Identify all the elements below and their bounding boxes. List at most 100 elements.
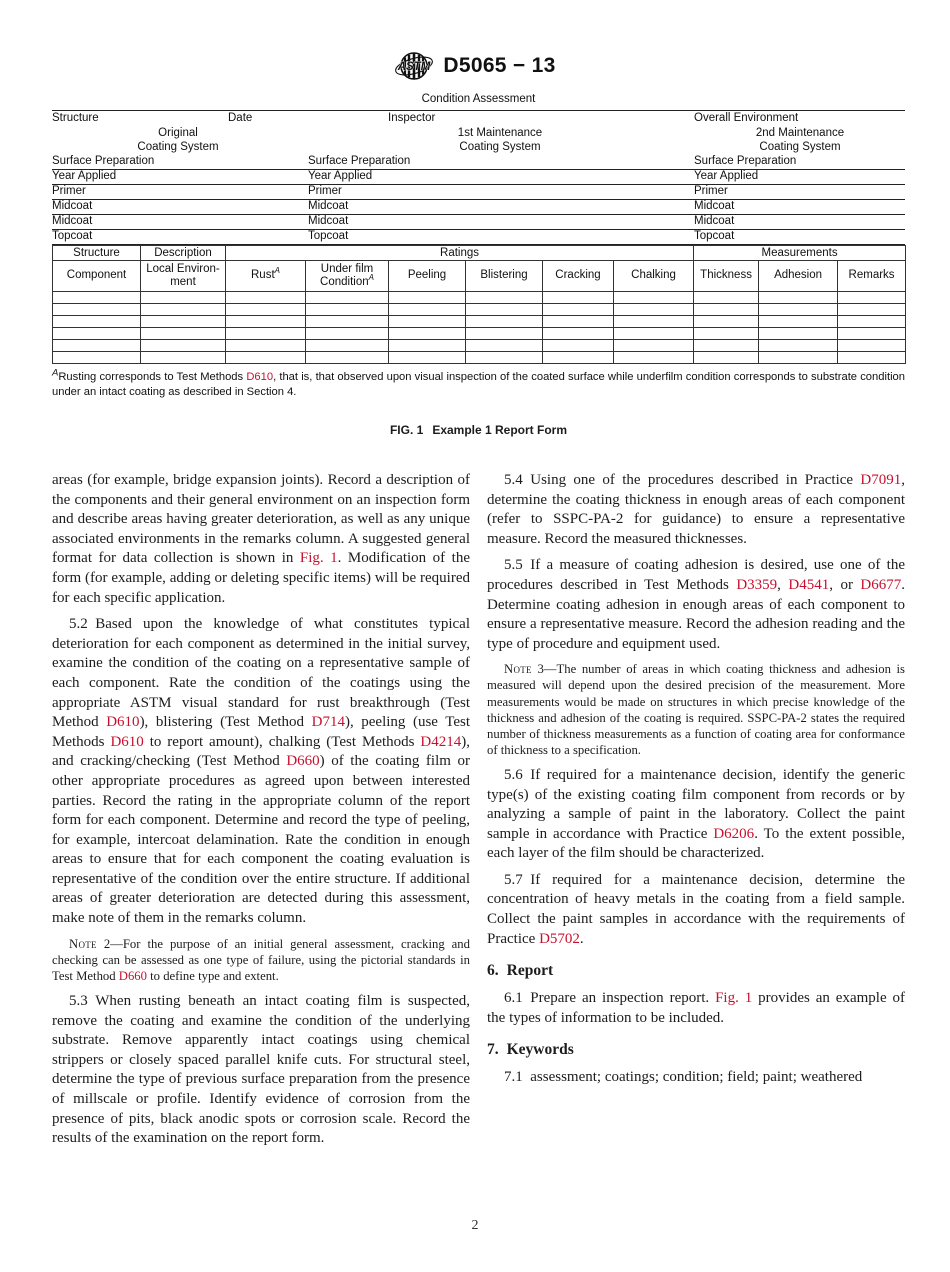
form-row bbox=[52, 315, 907, 328]
col-header-cracking: Cracking bbox=[542, 260, 614, 292]
form-cell bbox=[388, 303, 466, 316]
form-cell bbox=[140, 303, 226, 316]
ref-link[interactable]: Fig. 1 bbox=[299, 550, 338, 567]
form-cell bbox=[52, 339, 141, 352]
col-header-underfilm-condition: Under film ConditionA bbox=[305, 260, 389, 292]
form-cell bbox=[758, 339, 839, 352]
note-2: Note 2—For the purpose of an initial gen… bbox=[52, 936, 470, 983]
form-cell bbox=[837, 303, 907, 316]
table-column-header-row: Component Local Environ-ment RustA Under… bbox=[52, 260, 907, 292]
ref-link[interactable]: D3359 bbox=[736, 576, 778, 593]
coating-system-headers: Original Coating System 1st Maintenance … bbox=[52, 126, 905, 155]
form-cell bbox=[305, 303, 389, 316]
field-label-structure: Structure bbox=[52, 112, 99, 124]
col-header-chalking: Chalking bbox=[612, 260, 695, 292]
form-cell bbox=[693, 351, 760, 364]
figure-number: FIG. 1 bbox=[389, 423, 424, 437]
ref-link[interactable]: Fig. 1 bbox=[715, 990, 753, 1007]
body-paragraph-5-2: 5.2 Based upon the knowledge of what con… bbox=[52, 616, 470, 927]
system-header-1st-maintenance: 1st Maintenance Coating System bbox=[457, 127, 543, 153]
form-cell bbox=[388, 291, 466, 304]
ref-link[interactable]: D7091 bbox=[860, 472, 902, 488]
form-cell bbox=[542, 351, 614, 364]
form-row bbox=[52, 327, 907, 340]
col-header-local-environment: Local Environ-ment bbox=[140, 260, 226, 292]
section-heading-keywords: 7. Keywords bbox=[487, 1041, 574, 1059]
form-cell bbox=[225, 303, 306, 316]
col-header-peeling: Peeling bbox=[388, 260, 466, 292]
form-cell bbox=[693, 315, 760, 328]
form-cell bbox=[693, 303, 760, 316]
body-paragraph-6-1: 6.1 Prepare an inspection report. Fig. 1… bbox=[487, 990, 906, 1026]
form-cell bbox=[837, 327, 907, 340]
form-fill-row: Midcoat Midcoat Midcoat bbox=[52, 215, 905, 230]
divider bbox=[52, 110, 905, 111]
group-header-measurements: Measurements bbox=[693, 245, 907, 261]
condition-assessment-form: Condition Assessment Structure Date Insp… bbox=[52, 92, 905, 245]
form-fill-row: Year Applied Year Applied Year Applied bbox=[52, 170, 905, 185]
ref-link[interactable]: D4214 bbox=[420, 733, 462, 750]
form-fill-row: Topcoat Topcoat Topcoat bbox=[52, 230, 905, 245]
form-cell bbox=[140, 327, 226, 340]
form-cell bbox=[758, 351, 839, 364]
form-cell bbox=[305, 315, 389, 328]
body-paragraph: areas (for example, bridge expansion joi… bbox=[52, 472, 470, 606]
ref-link[interactable]: D6677 bbox=[860, 576, 902, 593]
ref-link[interactable]: D610 bbox=[106, 714, 140, 731]
form-cell bbox=[542, 315, 614, 328]
form-cell bbox=[542, 327, 614, 340]
form-cell bbox=[140, 291, 226, 304]
body-paragraph-5-6: 5.6 If required for a maintenance decisi… bbox=[487, 766, 905, 862]
form-cell bbox=[465, 351, 543, 364]
figure-title: Example 1 Report Form bbox=[432, 423, 568, 437]
ref-link[interactable]: D714 bbox=[311, 714, 345, 731]
system-header-2nd-maintenance: 2nd Maintenance Coating System bbox=[755, 127, 845, 153]
form-cell bbox=[542, 303, 614, 316]
note-3: Note 3—The number of areas in which coat… bbox=[487, 662, 905, 757]
form-row bbox=[52, 339, 907, 352]
field-label-overall-environment: Overall Environment bbox=[694, 112, 799, 124]
system-header-original: Original Coating System bbox=[137, 127, 219, 153]
body-paragraph-5-5: 5.5 If a measure of coating adhesion is … bbox=[487, 557, 906, 652]
left-column: areas (for example, bridge expansion joi… bbox=[52, 471, 470, 1156]
form-cell bbox=[225, 327, 306, 340]
col-header-thickness: Thickness bbox=[693, 260, 760, 292]
ref-link[interactable]: D5702 bbox=[539, 930, 580, 947]
form-cell bbox=[388, 327, 466, 340]
col-header-adhesion: Adhesion bbox=[758, 260, 839, 292]
field-label-date: Date bbox=[228, 112, 253, 124]
form-cell bbox=[465, 291, 543, 304]
form-cell bbox=[693, 327, 760, 340]
form-header-fields-row: Structure Date Inspector Overall Environ… bbox=[52, 111, 905, 126]
body-paragraph-5-3: 5.3 When rusting beneath an intact coati… bbox=[52, 992, 470, 1147]
form-cell bbox=[305, 291, 389, 304]
form-cell bbox=[465, 303, 543, 316]
form-cell bbox=[758, 327, 839, 340]
form-cell bbox=[758, 291, 839, 304]
form-cell bbox=[305, 339, 389, 352]
ref-link[interactable]: D610 bbox=[246, 371, 274, 383]
ref-link[interactable]: D4541 bbox=[788, 576, 830, 593]
ref-link[interactable]: D6206 bbox=[713, 825, 755, 842]
ref-link[interactable]: D610 bbox=[110, 733, 144, 750]
form-cell bbox=[388, 339, 466, 352]
form-row bbox=[52, 351, 907, 364]
astm-logo-icon: ASTM bbox=[395, 52, 434, 80]
ref-link[interactable]: D660 bbox=[118, 968, 147, 983]
body-columns: areas (for example, bridge expansion joi… bbox=[52, 471, 905, 1156]
form-cell bbox=[140, 351, 226, 364]
form-cell bbox=[758, 315, 839, 328]
form-cell bbox=[52, 327, 141, 340]
col-header-blistering: Blistering bbox=[465, 260, 543, 292]
form-cell bbox=[225, 291, 306, 304]
table-group-header-row: Structure Description Ratings Measuremen… bbox=[52, 245, 907, 261]
section-heading-report: 6. Report bbox=[487, 962, 554, 980]
ratings-measurements-table: Structure Description Ratings Measuremen… bbox=[52, 245, 907, 364]
body-paragraph-5-4: 5.4 Using one of the procedures describe… bbox=[487, 472, 905, 547]
right-column: 5.4 Using one of the procedures describe… bbox=[487, 471, 905, 1156]
form-fill-row: Surface Preparation Surface Preparation … bbox=[52, 155, 905, 170]
ref-link[interactable]: D660 bbox=[286, 753, 320, 770]
form-cell bbox=[612, 327, 695, 340]
form-cell bbox=[52, 351, 141, 364]
